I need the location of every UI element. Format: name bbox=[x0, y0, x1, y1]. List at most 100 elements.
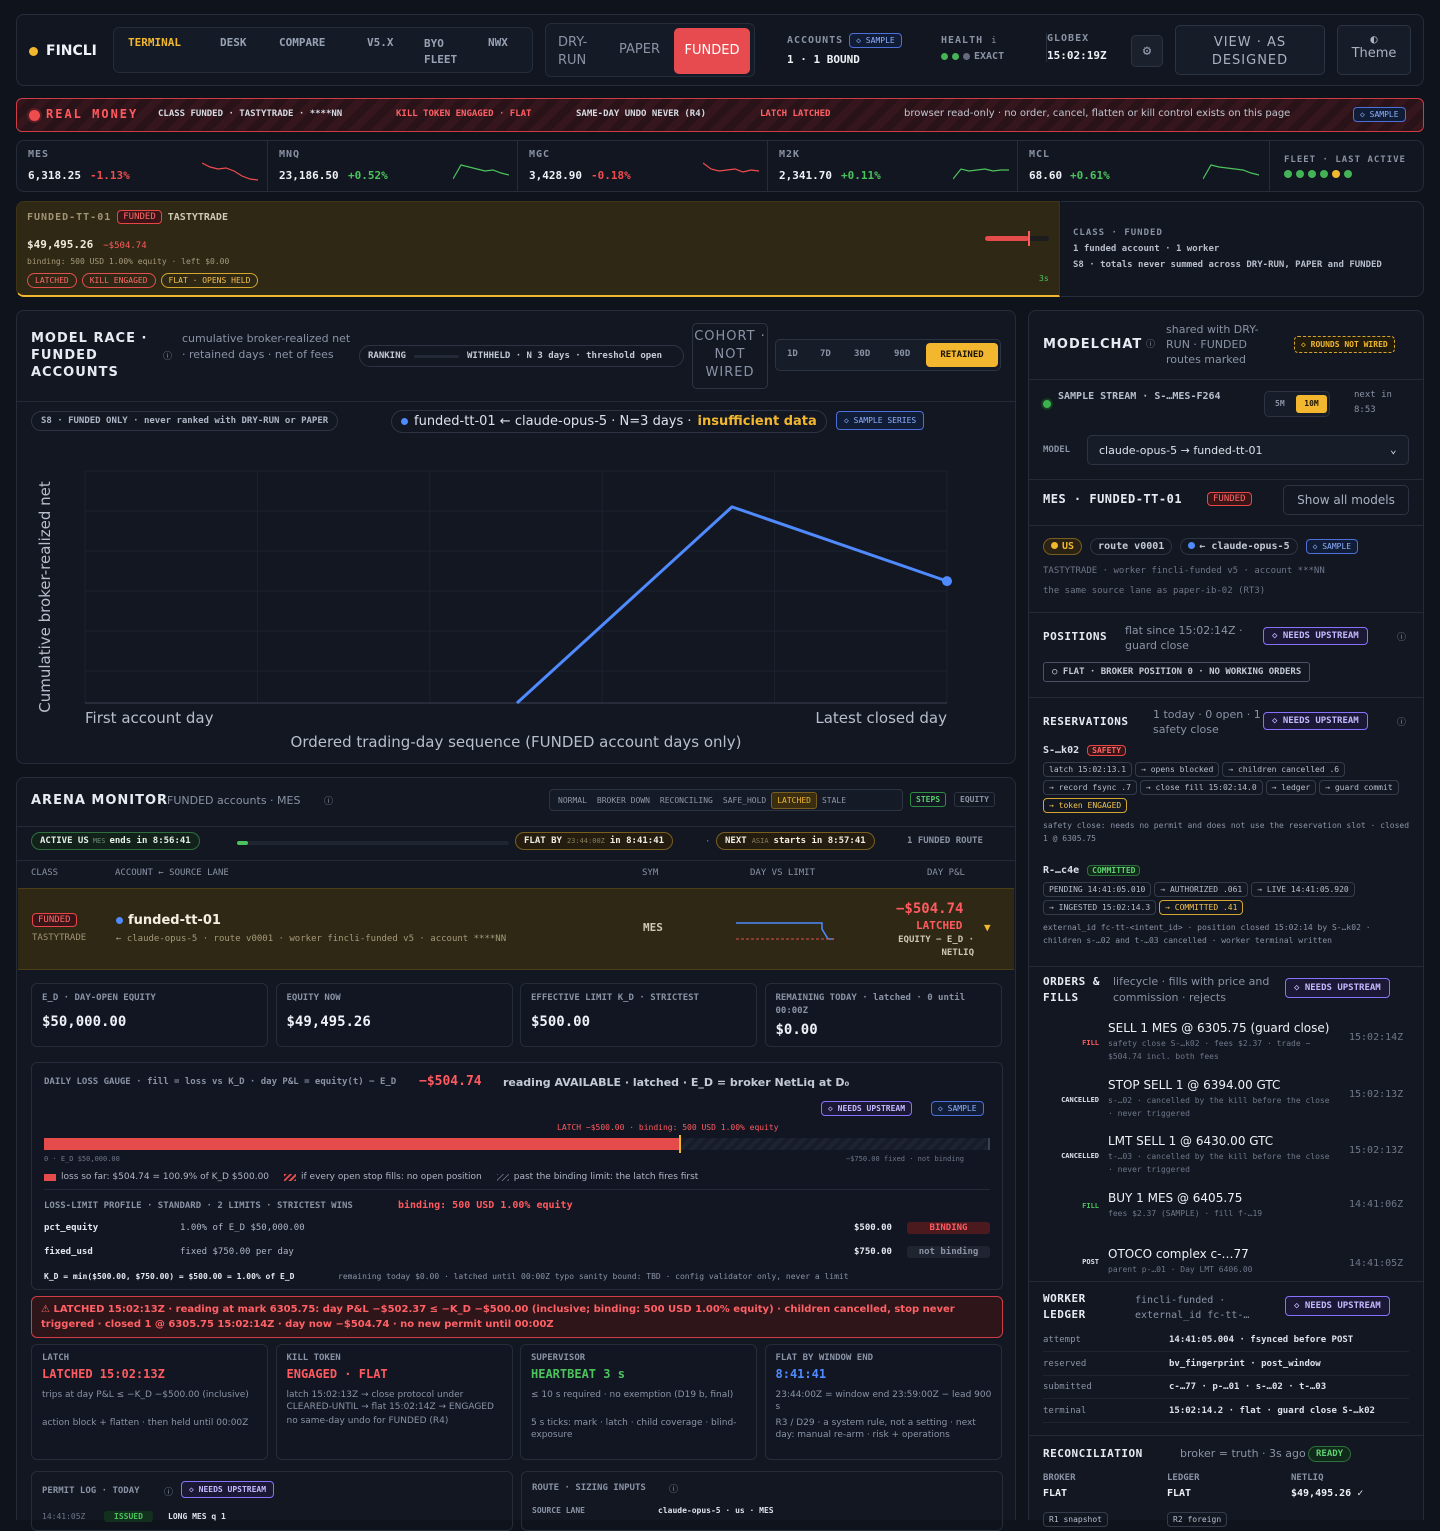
row-day-pl: −$504.74 bbox=[896, 901, 964, 917]
acct-tag: FUNDED bbox=[1207, 492, 1252, 506]
info-icon[interactable]: ⓘ bbox=[1397, 633, 1407, 643]
metric-card: E_D · DAY-OPEN EQUITY $50,000.00 bbox=[31, 983, 268, 1047]
reservations-title: RESERVATIONS bbox=[1043, 715, 1129, 728]
mode-paper[interactable]: PAPER bbox=[619, 42, 660, 57]
range-30d[interactable]: 30D bbox=[854, 349, 871, 359]
brand: FINCLI bbox=[29, 43, 97, 59]
tab-byo-fleet[interactable]: BYO FLEET bbox=[424, 37, 458, 66]
reservation-chip: → LIVE 14:41:05.920 bbox=[1251, 882, 1355, 897]
mode-funded[interactable]: FUNDED bbox=[674, 28, 750, 74]
settings-button[interactable]: ⚙ bbox=[1131, 35, 1163, 67]
profile-value: $500.00 bbox=[854, 1223, 892, 1233]
info-icon[interactable]: i bbox=[991, 35, 997, 46]
reservation-committed: R-…c4e COMMITTED PENDING 14:41:05.010 → AU… bbox=[1043, 865, 1413, 947]
state-latched[interactable]: LATCHED bbox=[771, 791, 817, 809]
gauge-latch-marker-label: LATCH −$500.00 · binding: 500 USD 1.00% … bbox=[557, 1123, 779, 1132]
tab-nwx[interactable]: NWX bbox=[488, 36, 508, 49]
ticker[interactable]: MGC 3,428.90 -0.18% bbox=[517, 141, 767, 191]
order-row[interactable]: FILL BUY 1 MES @ 6405.75 fees $2.37 (SAMPL… bbox=[1029, 1186, 1423, 1238]
order-row[interactable]: FILL SELL 1 MES @ 6305.75 (guard close) sa… bbox=[1029, 1016, 1423, 1068]
stream-interval: 5M 10M bbox=[1264, 391, 1330, 417]
range-retained[interactable]: RETAINED bbox=[926, 343, 998, 367]
ledger-value: bv_fingerprint · post_window bbox=[1169, 1358, 1321, 1369]
theme-button[interactable]: ◐ Theme bbox=[1337, 25, 1411, 75]
tab-terminal[interactable]: TERMINAL bbox=[128, 36, 181, 49]
arena-monitor-panel: ARENA MONITOR FUNDED accounts · MES ⓘ NO… bbox=[16, 777, 1016, 1531]
info-icon[interactable]: ⓘ bbox=[164, 1488, 174, 1498]
globex-block: GLOBEX 15:02:19Z bbox=[1046, 33, 1107, 62]
ticker[interactable]: M2K 2,341.70 +0.11% bbox=[767, 141, 1017, 191]
ticker[interactable]: MNQ 23,186.50 +0.52% bbox=[267, 141, 517, 191]
fleet-label: FLEET · LAST ACTIVE bbox=[1284, 155, 1406, 165]
status-card-value: LATCHED 15:02:13Z bbox=[42, 1367, 165, 1381]
tab-desk[interactable]: DESK bbox=[220, 36, 247, 49]
equity-button[interactable]: EQUITY bbox=[954, 792, 995, 807]
reservation-chip: latch 15:02:13.1 bbox=[1043, 762, 1133, 777]
latched-alert: ⚠ LATCHED 15:02:13Z · reading at mark 63… bbox=[31, 1296, 1003, 1338]
interval-5m[interactable]: 5M bbox=[1275, 399, 1285, 408]
info-icon[interactable]: ⓘ bbox=[1146, 340, 1156, 350]
range-90d[interactable]: 90D bbox=[894, 349, 911, 359]
order-row[interactable]: CANCELLED STOP SELL 1 @ 6394.00 GTC s-…02 … bbox=[1029, 1073, 1423, 1125]
metric-value: $50,000.00 bbox=[42, 1014, 127, 1030]
view-as-designed-button[interactable]: VIEW · AS DESIGNED bbox=[1175, 25, 1325, 75]
info-icon[interactable]: ⓘ bbox=[324, 797, 334, 807]
info-icon[interactable]: ⓘ bbox=[669, 1485, 679, 1495]
interval-10m[interactable]: 10M bbox=[1296, 395, 1327, 413]
profile-key: pct_equity bbox=[44, 1223, 99, 1233]
ticker[interactable]: MES 6,318.25 -1.13% bbox=[17, 141, 267, 191]
ticker-sparkline bbox=[202, 162, 259, 181]
route-sizing: ROUTE · SIZING INPUTS ⓘ SOURCE LANE clau… bbox=[521, 1471, 1003, 1531]
tab-v5x[interactable]: V5.X bbox=[367, 36, 394, 49]
positions-flat: ○ FLAT · BROKER POSITION 0 · NO WORKING … bbox=[1043, 662, 1311, 682]
gauge-reading: reading AVAILABLE · latched · E_D = brok… bbox=[503, 1076, 850, 1089]
range-7d[interactable]: 7D bbox=[820, 349, 831, 359]
reservation-chip: → INGESTED 15:02:14.3 bbox=[1043, 900, 1157, 915]
order-row[interactable]: CANCELLED LMT SELL 1 @ 6430.00 GTC t-…03 ·… bbox=[1029, 1129, 1423, 1181]
profile-binding: binding: 500 USD 1.00% equity bbox=[398, 1200, 573, 1211]
x-axis-label: Ordered trading-day sequence (FUNDED acc… bbox=[291, 733, 742, 751]
status-dot-icon bbox=[1344, 170, 1352, 178]
x-tick-label: First account day bbox=[85, 709, 214, 727]
arena-title: ARENA MONITOR bbox=[31, 793, 169, 808]
recon-sub: broker = truth · 3s ago bbox=[1180, 1447, 1306, 1460]
ledger-sub: fincli-funded · external_id fc-tt-… bbox=[1135, 1295, 1250, 1321]
expand-chevron-icon[interactable]: ▼ bbox=[984, 921, 991, 934]
order-time: 14:41:05Z bbox=[1349, 1258, 1404, 1269]
reservation-safety: S-…k02 SAFETY latch 15:02:13.1 → opens blo… bbox=[1043, 745, 1413, 845]
metric-card: REMAINING TODAY · latched · 0 until 00:0… bbox=[764, 983, 1002, 1047]
s8-pill: S8 · FUNDED ONLY · never ranked with DRY… bbox=[31, 411, 339, 431]
class-info: CLASS · FUNDED 1 funded account · 1 work… bbox=[1061, 201, 1424, 297]
state-normal[interactable]: NORMAL bbox=[558, 795, 587, 805]
ticker-sparkline bbox=[953, 168, 1009, 180]
mode-dry-run[interactable]: DRY-RUN bbox=[558, 35, 588, 68]
state-stale[interactable]: STALE bbox=[821, 795, 847, 805]
modelchat-title: MODELCHAT bbox=[1043, 337, 1143, 352]
ledger-value: 14:41:05.004 · fsynced before POST bbox=[1169, 1335, 1354, 1345]
steps-button[interactable]: STEPS bbox=[910, 792, 947, 807]
state-broker-down[interactable]: BROKER DOWN bbox=[596, 795, 650, 805]
model-race-chart: First account day Latest closed day Ordere… bbox=[36, 470, 952, 751]
series-pill: funded-tt-01 ← claude-opus-5 · N=3 days … bbox=[391, 410, 827, 433]
info-icon[interactable]: ⓘ bbox=[163, 352, 173, 362]
state-safe-hold[interactable]: SAFE_HOLD bbox=[722, 795, 767, 805]
kill-engaged-tag: KILL ENGAGED bbox=[81, 273, 156, 288]
show-all-models-button[interactable]: Show all models bbox=[1283, 485, 1409, 515]
ticker[interactable]: MCL 68.60 +0.61% bbox=[1017, 141, 1267, 191]
row-broker: TASTYTRADE bbox=[32, 933, 87, 943]
range-1d[interactable]: 1D bbox=[787, 349, 798, 359]
tab-compare[interactable]: COMPARE bbox=[279, 36, 326, 49]
gauge-left-label: 0 · E_D $50,000.00 bbox=[44, 1155, 120, 1163]
health-label: HEALTH bbox=[941, 35, 984, 46]
row-sym: MES bbox=[643, 921, 663, 934]
top-bar: FINCLI TERMINAL DESK COMPARE V5.X BYO FL… bbox=[16, 14, 1424, 86]
order-kind: FILL bbox=[1082, 1039, 1099, 1047]
order-row[interactable]: POST OTOCO complex c-…77 parent p-…01 · Da… bbox=[1029, 1242, 1423, 1294]
profile-value: $750.00 bbox=[854, 1247, 892, 1257]
account-card[interactable]: FUNDED-TT-01 FUNDED TASTYTRADE $49,495.2… bbox=[16, 201, 1060, 297]
table-row[interactable]: FUNDED TASTYTRADE funded-tt-01 ← claude-… bbox=[18, 888, 1014, 970]
state-reconciling[interactable]: RECONCILING bbox=[659, 795, 713, 805]
info-icon[interactable]: ⓘ bbox=[1397, 718, 1407, 728]
status-card-line: ≤ 10 s required · no exemption (D19 b, f… bbox=[531, 1390, 734, 1400]
model-select[interactable]: claude-opus-5 → funded-tt-01 ⌄ bbox=[1087, 435, 1409, 465]
